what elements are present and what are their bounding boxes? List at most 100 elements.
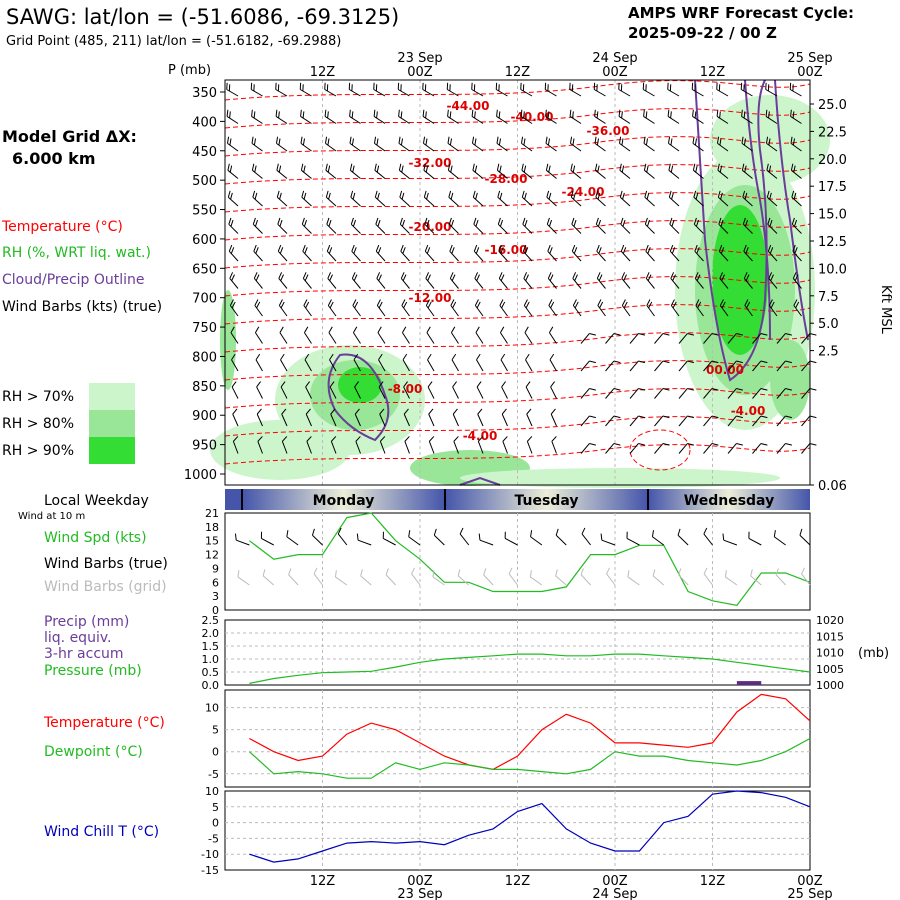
wind-barb-flag [255, 247, 259, 254]
wind-barb-flag [254, 326, 260, 333]
panel-tick-label: 0.5 [202, 666, 220, 679]
wind-barb [692, 163, 704, 179]
wind-barb-flag [571, 217, 575, 225]
top-date-label: 24 Sep [592, 51, 637, 66]
wind-barb-flag [721, 301, 726, 309]
wind-barb-true [311, 528, 323, 546]
wind-barb-flag [229, 138, 232, 146]
wind-barb-flag [646, 165, 649, 173]
wind-barb-flag [687, 443, 694, 446]
wind-barb-true [286, 530, 299, 546]
wind-barb-flag [377, 192, 380, 200]
wind-barb-flag [422, 136, 426, 144]
wind-barb [277, 244, 288, 262]
wind-barb-shaft [399, 223, 410, 234]
wind-barb-shaft [694, 278, 704, 289]
wind-barb [551, 436, 557, 454]
wind-barb-flag [448, 190, 452, 198]
wind-barb [255, 353, 263, 372]
wind-barb [645, 244, 655, 262]
wind-barb-flag [398, 163, 402, 171]
wind-barb-flag [767, 217, 771, 225]
wind-barb [776, 388, 792, 399]
pressure-tick-label: 1000 [184, 468, 217, 483]
wind-barb-flag [694, 111, 697, 119]
isotherm [224, 276, 811, 297]
wind-barb [350, 217, 361, 234]
wind-barb [277, 217, 288, 234]
panel-tick-label: 2.5 [202, 614, 220, 627]
wind-barb-shaft [546, 223, 557, 234]
wind-barb-grid [237, 570, 250, 586]
wind-barb-flag [428, 436, 435, 442]
wind-barb-flag [382, 531, 384, 539]
wind-barb-flag [422, 109, 425, 117]
panel-tick-label: 3 [212, 590, 219, 603]
wind-barb-flag [743, 111, 746, 119]
wind-barb [727, 333, 743, 344]
wind-barb-flag [792, 272, 797, 279]
wind-barb-flag [230, 247, 235, 254]
wind-barb-flag [643, 163, 647, 171]
wind-barb-flag [378, 274, 382, 281]
wind-barb-shaft [716, 89, 729, 97]
wind-barb [281, 408, 288, 427]
wind-barb-flag [253, 84, 255, 92]
wind-barb [276, 190, 288, 207]
wind-barb-flag [302, 111, 305, 119]
wind-barb-shaft [801, 333, 811, 344]
wind-barb-flag [646, 299, 651, 306]
wind-barb-flag [697, 301, 702, 309]
wind-barb-shaft [520, 89, 533, 97]
wind-barb-true [600, 533, 616, 546]
wind-barb-shaft [327, 278, 337, 289]
wind-barb-shaft [692, 116, 704, 124]
wind-barb-shaft [555, 534, 567, 546]
panel-tick-label: 0.0 [202, 679, 220, 692]
wind-barb-flag [279, 247, 284, 254]
wind-barb-flag [452, 408, 458, 415]
wind-barb [550, 408, 557, 427]
wind-barb-shaft [305, 413, 312, 427]
wind-barb-flag [645, 84, 647, 92]
wind-barb [694, 244, 704, 262]
wind-barb-flag [302, 244, 306, 252]
wind-barb-flag [432, 570, 435, 578]
wind-barb-flag [232, 436, 239, 442]
wind-barb-shaft [449, 251, 459, 262]
wind-barb-grid [627, 570, 640, 586]
weekday-band: Monday Tuesday Wednesday [225, 489, 810, 510]
wind-barb-flag [281, 408, 287, 415]
wind-barb-flag [644, 190, 648, 198]
wind-barb-flag [427, 353, 432, 361]
wind-barb-flag [478, 533, 481, 541]
wind-barb-flag [573, 192, 576, 200]
wind-barb-flag [745, 274, 750, 281]
wind-barb-flag [662, 360, 670, 364]
wind-barb-flag [504, 531, 506, 539]
wind-barb [449, 272, 459, 289]
wind-barb-flag [231, 353, 236, 361]
wind-barb-shaft [752, 333, 762, 344]
wind-barb-flag [250, 82, 253, 90]
wind-barb-true [382, 531, 396, 546]
wind-barb-flag [741, 136, 744, 144]
wind-barb-flag [619, 190, 623, 198]
wind-barb-shaft [801, 573, 811, 586]
wind-barb-shaft [348, 89, 361, 97]
wind-barb-grid [801, 567, 811, 586]
wind-barb-flag [255, 274, 260, 281]
wind-barb [495, 82, 508, 97]
wind-barb-shaft [422, 116, 435, 124]
wind-barb-flag [668, 163, 671, 171]
wind-barb-shaft [695, 305, 704, 317]
wind-barb-flag [228, 217, 232, 225]
weekday-segment [445, 489, 648, 510]
wind-barb [448, 190, 459, 207]
wind-barb-shaft [742, 169, 753, 179]
wind-barb-shaft [767, 223, 778, 234]
wind-barb-flag [451, 274, 456, 281]
wind-barb [765, 109, 778, 124]
wind-barb-shaft [569, 89, 582, 97]
